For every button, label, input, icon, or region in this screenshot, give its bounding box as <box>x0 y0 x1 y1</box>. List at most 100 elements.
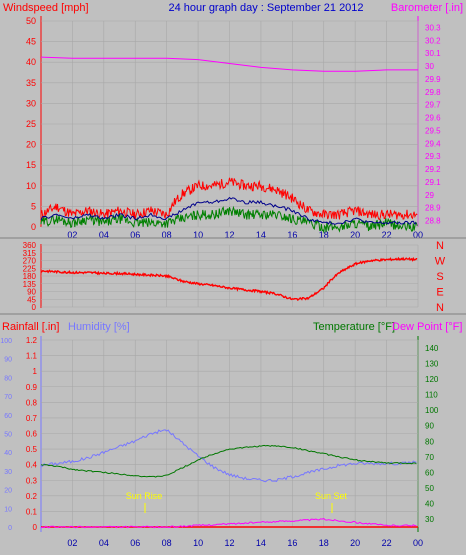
direction-tick-label: 45 <box>27 295 36 304</box>
gust-line <box>40 177 418 221</box>
baro-tick-label: 29.2 <box>425 165 441 174</box>
hour-tick-label: 16 <box>287 230 297 240</box>
wind-tick-label: 25 <box>26 119 36 129</box>
panel1-series <box>40 56 418 234</box>
compass-label: W <box>435 256 446 268</box>
hour-tick-label: 12 <box>224 538 234 548</box>
humidity-tick-label: 10 <box>4 506 12 513</box>
temperature-tick-label: 70 <box>425 453 434 462</box>
rain-tick-label: 0 <box>33 523 38 532</box>
direction-tick-label: 315 <box>23 249 37 258</box>
hour-tick-label: 20 <box>350 538 360 548</box>
temperature-tick-label: 100 <box>425 406 439 415</box>
rain-tick-label: 0.2 <box>26 492 38 501</box>
rain-tick-label: 0.6 <box>26 430 38 439</box>
hour-tick-label: 14 <box>256 230 266 240</box>
direction-tick-label: 225 <box>23 264 37 273</box>
baro-tick-label: 29.5 <box>425 126 441 135</box>
rain-tick-label: 0.5 <box>26 445 38 454</box>
average-line <box>40 196 417 225</box>
humidity-tick-label: 70 <box>4 394 12 401</box>
humidity-line <box>40 429 417 483</box>
humidity-tick-label: 20 <box>4 488 12 495</box>
compass-label: S <box>436 271 443 283</box>
hour-tick-label: 16 <box>287 538 297 548</box>
wind-tick-label: 45 <box>26 37 36 47</box>
baro-tick-label: 29.6 <box>425 114 441 123</box>
rain-tick-label: 0.1 <box>26 507 38 516</box>
wind-title: Windspeed [mph] <box>3 2 89 14</box>
hour-tick-label: 20 <box>350 230 360 240</box>
hour-tick-label: 08 <box>162 230 172 240</box>
rain-tick-label: 0.7 <box>26 414 38 423</box>
hour-tick-label: 02 <box>67 538 77 548</box>
barometer-line <box>40 56 418 72</box>
panel3-series <box>40 429 418 529</box>
temperature-tick-label: 140 <box>425 344 439 353</box>
panel2-series <box>40 256 418 301</box>
baro-tick-label: 29.4 <box>425 139 441 148</box>
wind-tick-label: 20 <box>26 140 36 150</box>
hour-tick-label: 10 <box>193 538 203 548</box>
hour-tick-label: 08 <box>162 538 172 548</box>
sunrise-label: Sun Rise <box>126 491 163 501</box>
temperature-tick-label: 120 <box>425 375 439 384</box>
rain-tick-label: 0.8 <box>26 398 38 407</box>
humidity-tick-label: 60 <box>4 413 12 420</box>
baro-tick-label: 29.9 <box>425 75 441 84</box>
temperature-tick-label: 50 <box>425 484 434 493</box>
rain-tick-label: 0.4 <box>26 461 38 470</box>
direction-tick-label: 90 <box>27 288 36 297</box>
hour-tick-label: 04 <box>99 230 109 240</box>
hour-tick-label: 14 <box>256 538 266 548</box>
baro-tick-label: 29 <box>425 191 434 200</box>
compass-label: E <box>436 287 443 299</box>
humidity-tick-label: 50 <box>4 432 12 439</box>
dewpoint-line <box>40 517 417 529</box>
hour-tick-label: 00 <box>413 538 423 548</box>
wind-tick-label: 50 <box>26 16 36 26</box>
baro-tick-label: 30.1 <box>425 49 441 58</box>
humidity-tick-label: 40 <box>4 450 12 457</box>
humidity-tick-label: 90 <box>4 357 12 364</box>
wind-tick-label: 10 <box>26 181 36 191</box>
wind-tick-label: 40 <box>26 57 36 67</box>
hour-tick-label: 10 <box>193 230 203 240</box>
date-title: 24 hour graph day : September 21 2012 <box>168 2 363 14</box>
sunset-label: Sun Set <box>315 491 348 501</box>
compass-label: N <box>436 240 444 252</box>
humidity-tick-label: 80 <box>4 375 12 382</box>
panel2-gridlines <box>41 244 419 308</box>
temperature-tick-label: 90 <box>425 422 434 431</box>
panel3-axis-ticks: 0 0.1 0.2 0.3 0.4 0.5 0.6 0.7 0.8 0.9 1 1.1 1.2 0 10 20… <box>0 336 439 548</box>
wind-tick-label: 30 <box>26 98 36 108</box>
temperature-title: Temperature [°F] <box>313 321 395 333</box>
temperature-line <box>40 444 417 478</box>
hour-tick-label: 22 <box>382 538 392 548</box>
wind-tick-label: 15 <box>26 160 36 170</box>
direction-tick-label: 360 <box>23 241 37 250</box>
baro-tick-label: 30.2 <box>425 36 441 45</box>
humidity-tick-label: 100 <box>0 338 12 345</box>
baro-tick-label: 29.7 <box>425 101 441 110</box>
direction-tick-label: 0 <box>32 303 37 312</box>
hour-tick-label: 02 <box>67 230 77 240</box>
hour-tick-label: 00 <box>413 230 423 240</box>
dewpoint-title: Dew Point [°F] <box>392 321 462 333</box>
hour-tick-label: 22 <box>382 230 392 240</box>
baro-tick-label: 28.8 <box>425 217 441 226</box>
direction-tick-label: 135 <box>23 280 37 289</box>
wind-tick-label: 5 <box>31 201 36 211</box>
temperature-tick-label: 110 <box>425 391 438 400</box>
baro-tick-label: 29.3 <box>425 152 441 161</box>
rain-tick-label: 1 <box>33 367 38 376</box>
rain-title: Rainfall [.in] <box>2 321 59 333</box>
rain-tick-label: 1.1 <box>26 352 38 361</box>
baro-tick-label: 30 <box>425 62 434 71</box>
baro-tick-label: 28.9 <box>425 204 441 213</box>
baro-title: Barometer [.in] <box>391 2 463 14</box>
temperature-tick-label: 80 <box>425 437 434 446</box>
